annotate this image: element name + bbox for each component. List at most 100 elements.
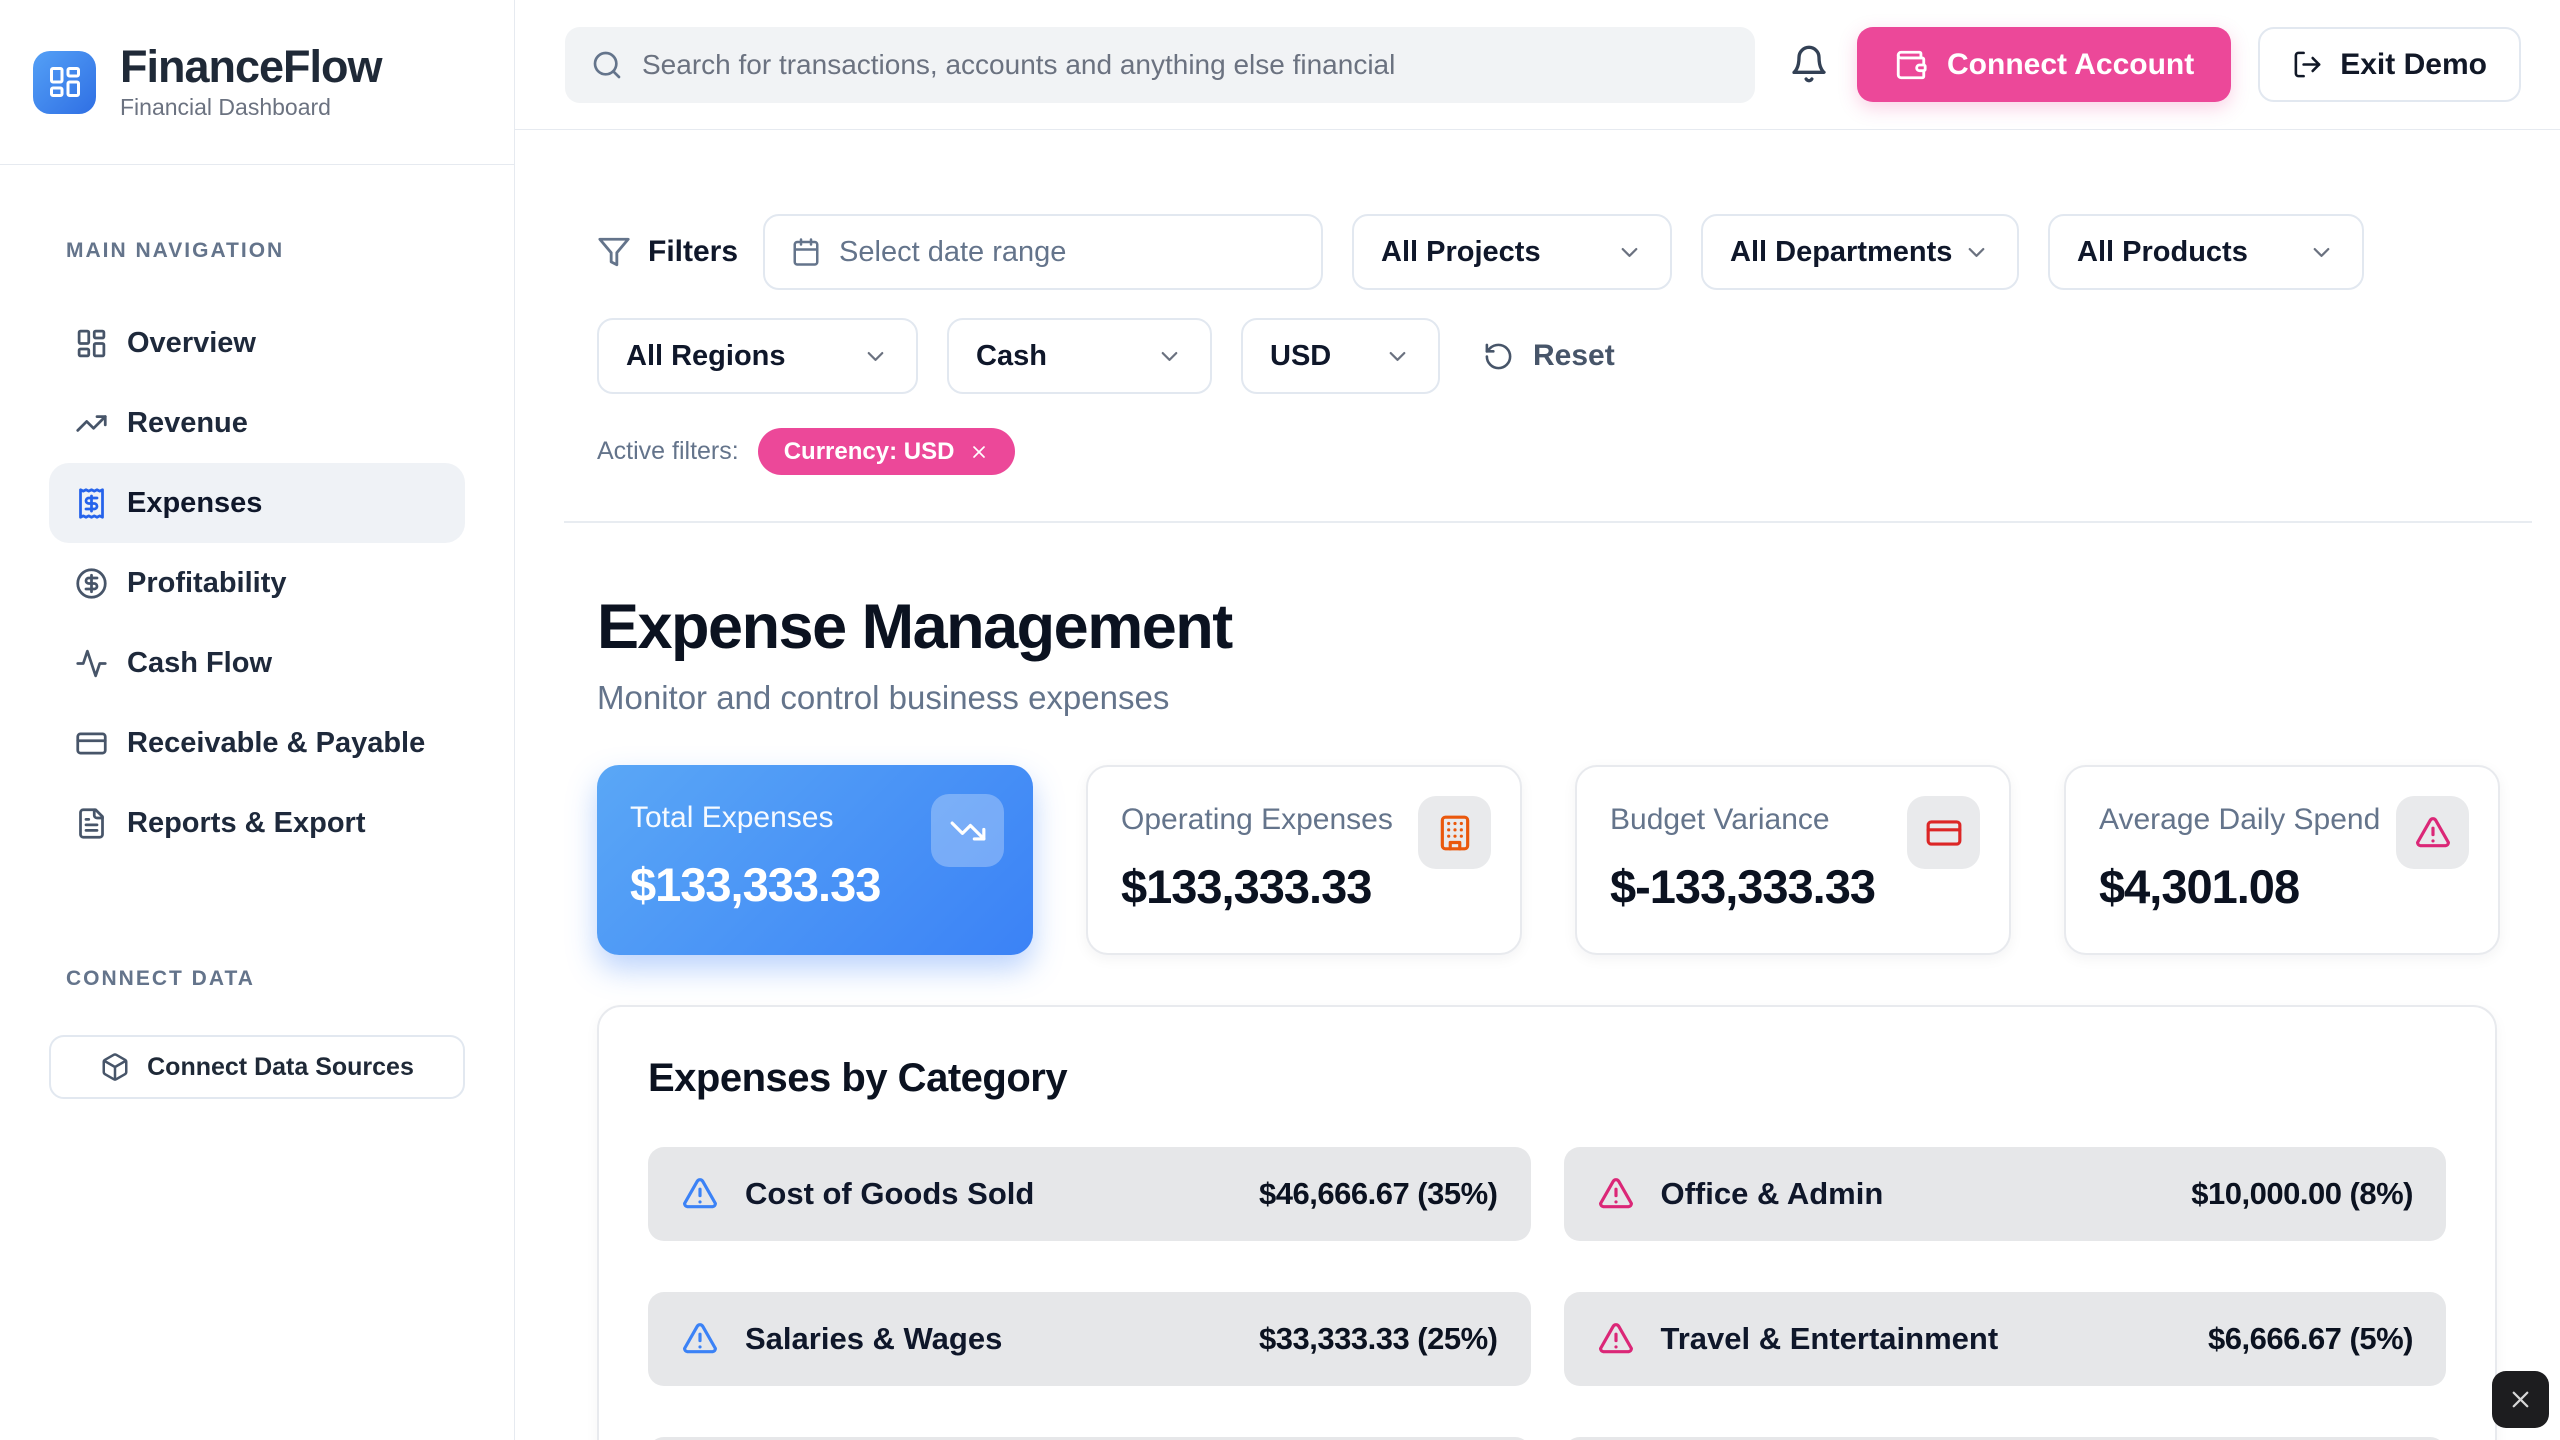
sidebar-item-label: Receivable & Payable xyxy=(127,726,426,759)
stat-label: Average Daily Spend xyxy=(2099,803,2381,836)
page-title: Expense Management xyxy=(597,592,1233,662)
reset-filters-button[interactable]: Reset xyxy=(1483,339,1615,373)
building-icon xyxy=(1436,814,1474,852)
stat-value: $4,301.08 xyxy=(2099,860,2300,913)
cash-dropdown[interactable]: Cash xyxy=(947,318,1212,394)
topbar: Connect Account Exit Demo xyxy=(515,0,2560,130)
receipt-icon xyxy=(75,487,108,520)
stat-label: Budget Variance xyxy=(1610,803,1830,836)
category-row: Salaries & Wages $33,333.33 (25%) xyxy=(648,1292,1531,1386)
departments-dropdown-value: All Departments xyxy=(1730,235,1953,268)
trending-down-icon xyxy=(949,812,987,850)
main-content: Filters All Projects All Departments All… xyxy=(515,130,2560,1440)
sidebar: FinanceFlow Financial Dashboard MAIN NAV… xyxy=(0,0,515,1440)
bell-icon xyxy=(1789,44,1829,84)
sidebar-item-label: Reports & Export xyxy=(127,806,366,839)
stat-iconbox xyxy=(1418,796,1491,869)
notifications-button[interactable] xyxy=(1789,44,1831,86)
trending-up-icon xyxy=(75,407,108,440)
projects-dropdown-value: All Projects xyxy=(1381,235,1541,268)
departments-dropdown[interactable]: All Departments xyxy=(1701,214,2020,290)
cash-dropdown-value: Cash xyxy=(976,339,1047,372)
date-range-input[interactable] xyxy=(839,235,1296,269)
sidebar-item-label: Revenue xyxy=(127,406,248,439)
search-icon xyxy=(591,49,623,81)
connect-account-button[interactable]: Connect Account xyxy=(1857,27,2232,102)
chevron-down-icon xyxy=(1156,343,1183,370)
sidebar-item-reports-export[interactable]: Reports & Export xyxy=(49,783,465,863)
filters-row-1: Filters All Projects All Departments All… xyxy=(597,214,2532,290)
layout-dashboard-icon xyxy=(75,327,108,360)
sidebar-item-receivable-payable[interactable]: Receivable & Payable xyxy=(49,703,465,783)
stat-label: Total Expenses xyxy=(630,801,834,834)
global-search[interactable] xyxy=(565,26,1755,103)
close-icon xyxy=(2507,1386,2534,1413)
sidebar-item-cash-flow[interactable]: Cash Flow xyxy=(49,623,465,703)
box-icon xyxy=(100,1052,130,1082)
stat-label: Operating Expenses xyxy=(1121,803,1393,836)
category-name: Cost of Goods Sold xyxy=(745,1176,1035,1211)
category-row: Travel & Entertainment $6,666.67 (5%) xyxy=(1563,1292,2446,1386)
sidebar-item-profitability[interactable]: Profitability xyxy=(49,543,465,623)
products-dropdown-value: All Products xyxy=(2077,235,2248,268)
wallet-icon xyxy=(1894,48,1928,82)
brand-name: FinanceFlow xyxy=(120,40,383,92)
date-range-input-wrap[interactable] xyxy=(763,214,1324,290)
category-row: Office & Admin $10,000.00 (8%) xyxy=(1563,1147,2446,1241)
stat-iconbox xyxy=(2396,796,2469,869)
category-value: $10,000.00 (8%) xyxy=(2191,1176,2413,1211)
category-name: Office & Admin xyxy=(1660,1176,1884,1211)
nav-section-label: MAIN NAVIGATION xyxy=(66,239,285,262)
category-value: $6,666.67 (5%) xyxy=(2208,1321,2413,1356)
alert-triangle-icon xyxy=(681,1320,719,1358)
stat-card-average-daily-spend: Average Daily Spend $4,301.08 xyxy=(2064,765,2500,955)
stat-value: $133,333.33 xyxy=(630,858,881,911)
rotate-ccw-icon xyxy=(1483,341,1514,372)
search-input[interactable] xyxy=(642,48,1729,81)
sidebar-item-label: Profitability xyxy=(127,566,287,599)
category-grid: Cost of Goods Sold $46,666.67 (35%) Offi… xyxy=(648,1147,2446,1440)
sidebar-item-label: Cash Flow xyxy=(127,646,273,679)
reset-label: Reset xyxy=(1533,339,1615,372)
section-divider xyxy=(564,521,2532,523)
expenses-by-category-title: Expenses by Category xyxy=(648,1056,1068,1100)
credit-card-icon xyxy=(75,727,108,760)
currency-dropdown[interactable]: USD xyxy=(1241,318,1440,394)
brand-header: FinanceFlow Financial Dashboard xyxy=(0,0,514,165)
page-subtitle: Monitor and control business expenses xyxy=(597,679,1170,716)
active-filters-label: Active filters: xyxy=(597,437,739,465)
connect-data-sources-button[interactable]: Connect Data Sources xyxy=(49,1035,465,1099)
regions-dropdown[interactable]: All Regions xyxy=(597,318,918,394)
calendar-icon xyxy=(791,237,821,267)
exit-demo-label: Exit Demo xyxy=(2340,47,2487,81)
sidebar-item-label: Expenses xyxy=(127,486,263,519)
logout-icon xyxy=(2292,49,2323,80)
stat-value: $-133,333.33 xyxy=(1610,860,1876,913)
activity-icon xyxy=(75,647,108,680)
connect-account-label: Connect Account xyxy=(1947,47,2195,81)
filters-row-2: All Regions Cash USD Reset xyxy=(597,318,2532,394)
sidebar-item-revenue[interactable]: Revenue xyxy=(49,383,465,463)
close-overlay-button[interactable] xyxy=(2492,1371,2549,1428)
close-icon[interactable] xyxy=(969,442,989,462)
chevron-down-icon xyxy=(2308,239,2335,266)
regions-dropdown-value: All Regions xyxy=(626,339,786,372)
products-dropdown[interactable]: All Products xyxy=(2048,214,2365,290)
sidebar-item-expenses[interactable]: Expenses xyxy=(49,463,465,543)
category-name: Travel & Entertainment xyxy=(1660,1321,1999,1356)
stat-cards: Total Expenses $133,333.33 Operating Exp… xyxy=(597,765,2532,955)
sidebar-item-overview[interactable]: Overview xyxy=(49,303,465,383)
alert-triangle-icon xyxy=(1597,1320,1635,1358)
expenses-by-category-card: Expenses by Category Cost of Goods Sold … xyxy=(597,1005,2497,1440)
sidebar-item-label: Overview xyxy=(127,326,256,359)
category-value: $46,666.67 (35%) xyxy=(1259,1176,1498,1211)
stat-value: $133,333.33 xyxy=(1121,860,1372,913)
chevron-down-icon xyxy=(1963,239,1990,266)
funnel-icon xyxy=(597,235,631,269)
active-filter-chip-currency[interactable]: Currency: USD xyxy=(757,428,1016,475)
projects-dropdown[interactable]: All Projects xyxy=(1352,214,1673,290)
connect-data-section-label: CONNECT DATA xyxy=(66,967,255,990)
exit-demo-button[interactable]: Exit Demo xyxy=(2258,27,2521,102)
circle-dollar-icon xyxy=(75,567,108,600)
stat-card-operating-expenses: Operating Expenses $133,333.33 xyxy=(1086,765,1522,955)
